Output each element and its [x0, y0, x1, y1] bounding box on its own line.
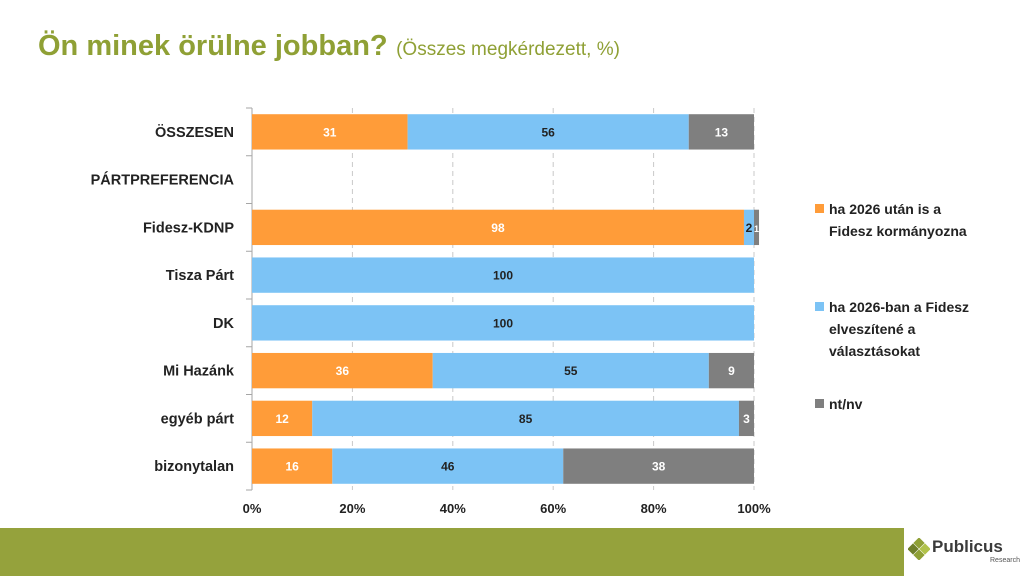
legend-series-2: ha 2026-ban a Fidesz elveszítené a válas… — [815, 296, 985, 362]
category-label: ÖSSZESEN — [155, 124, 234, 141]
category-label: PÁRTPREFERENCIA — [91, 172, 235, 189]
x-tick-label: 0% — [243, 501, 262, 516]
footer-bar — [0, 528, 1024, 576]
legend-label: ha 2026 után is a Fidesz kormányozna — [829, 201, 967, 239]
data-label: 100 — [493, 316, 513, 330]
bar-segment — [563, 448, 754, 484]
data-label: 1 — [754, 224, 759, 234]
x-tick-label: 20% — [339, 501, 365, 516]
title-subtitle: (Összes megkérdezett, %) — [396, 39, 620, 60]
bar-segment — [252, 305, 754, 341]
legend-series-1: ha 2026 után is a Fidesz kormányozna — [815, 198, 985, 242]
chart-title: Ön minek örülne jobban? (Összes megkérde… — [38, 30, 620, 63]
category-label: Mi Hazánk — [163, 364, 235, 380]
legend-swatch-orange — [815, 204, 824, 213]
data-label: 85 — [519, 412, 533, 426]
logo-sub: Research — [990, 557, 1020, 564]
bar-segment — [312, 400, 739, 437]
category-label: Tisza Párt — [166, 268, 234, 284]
category-label: bizonytalan — [154, 459, 234, 475]
data-label: 38 — [652, 460, 666, 474]
publicus-logo-icon — [908, 538, 930, 560]
bar-segment — [738, 400, 754, 437]
data-label: 16 — [285, 460, 299, 474]
legend-swatch-gray — [815, 399, 824, 408]
bar-segment — [432, 352, 709, 389]
x-tick-label: 60% — [540, 501, 566, 516]
data-label: 12 — [275, 412, 289, 426]
category-label: Fidesz-KDNP — [143, 220, 234, 236]
bar-segment — [252, 257, 754, 293]
bar-segment — [708, 352, 754, 389]
x-tick-label: 100% — [737, 501, 771, 516]
data-label: 55 — [564, 364, 578, 378]
data-label: 46 — [441, 460, 455, 474]
bar-segment — [407, 114, 689, 150]
category-label: DK — [213, 316, 234, 332]
legend-label: nt/nv — [829, 396, 863, 412]
bar-segment — [743, 209, 754, 246]
x-tick-label: 40% — [440, 501, 466, 516]
bar-segment — [252, 352, 433, 389]
publicus-logo: Publicus Research — [904, 528, 1024, 576]
bar-segment — [332, 448, 564, 484]
bar-segment — [252, 209, 744, 246]
stacked-bar-chart: 0% 20% 40% 60% 80% 100%ÖSSZESEN 31 56 13PÁRTPREF… — [91, 107, 771, 516]
bar-segment — [754, 209, 760, 246]
legend-series-3: nt/nv — [815, 393, 985, 415]
data-label: 13 — [715, 125, 729, 139]
bar-segment — [252, 400, 313, 437]
data-label: 9 — [728, 364, 735, 378]
data-label: 56 — [542, 125, 556, 139]
x-tick-label: 80% — [641, 501, 667, 516]
data-label: 100 — [493, 269, 513, 283]
bar-segment — [252, 114, 408, 150]
title-main: Ön minek örülne jobban? — [38, 30, 388, 62]
logo-name: Publicus — [932, 537, 1003, 556]
category-label: egyéb párt — [161, 411, 234, 427]
legend-swatch-blue — [815, 302, 824, 311]
data-label: 36 — [336, 364, 350, 378]
data-label: 98 — [491, 221, 505, 235]
bar-segment — [252, 448, 333, 484]
data-label: 3 — [743, 412, 750, 426]
bar-segment — [688, 114, 754, 150]
data-label: 2 — [746, 221, 753, 235]
data-label: 31 — [323, 125, 337, 139]
legend-label: ha 2026-ban a Fidesz elveszítené a válas… — [829, 299, 970, 359]
